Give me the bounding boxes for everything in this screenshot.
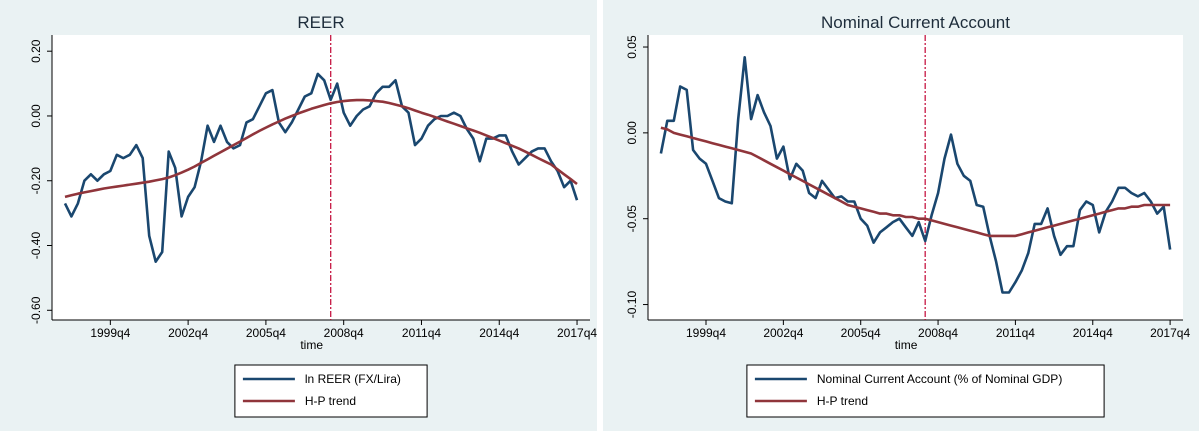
x-tick-label: 2014q4 xyxy=(1073,326,1113,340)
y-tick-label: -0.60 xyxy=(29,296,43,324)
y-tick-label: -0.20 xyxy=(29,167,43,195)
x-axis-label: time xyxy=(895,338,918,352)
legend-label: Nominal Current Account (% of Nominal GD… xyxy=(817,372,1062,386)
x-tick-label: 2014q4 xyxy=(479,326,519,340)
y-tick-label: -0.40 xyxy=(29,232,43,260)
x-tick-label: 2008q4 xyxy=(324,326,364,340)
chart-title: REER xyxy=(297,13,344,32)
x-tick-label: 1999q4 xyxy=(686,326,726,340)
legend-label: H-P trend xyxy=(817,394,868,408)
y-tick-label: 0.00 xyxy=(625,121,639,145)
x-tick-label: 2005q4 xyxy=(841,326,881,340)
x-tick-label: 2008q4 xyxy=(918,326,958,340)
legend-label: H-P trend xyxy=(305,394,356,408)
x-tick-label: 2002q4 xyxy=(168,326,208,340)
chart-title: Nominal Current Account xyxy=(821,13,1010,32)
plot-area xyxy=(648,35,1183,320)
x-tick-label: 2002q4 xyxy=(763,326,803,340)
x-axis-label: time xyxy=(300,338,323,352)
y-tick-label: 0.00 xyxy=(29,104,43,128)
x-tick-label: 2005q4 xyxy=(246,326,286,340)
y-tick-label: -0.10 xyxy=(625,291,639,319)
x-tick-label: 2011q4 xyxy=(996,326,1035,340)
x-tick-label: 1999q4 xyxy=(90,326,130,340)
y-tick-label: -0.05 xyxy=(625,205,639,233)
series-line xyxy=(660,126,1171,238)
plot-area xyxy=(52,35,590,320)
series-line xyxy=(64,98,578,199)
x-tick-label: 2017q4 xyxy=(1150,326,1190,340)
series-line xyxy=(659,56,1172,294)
legend-label: ln REER (FX/Lira) xyxy=(305,372,401,386)
legend-box xyxy=(746,364,1105,418)
x-tick-label: 2011q4 xyxy=(402,326,441,340)
y-tick-label: 0.20 xyxy=(29,39,43,63)
legend-box xyxy=(234,364,428,418)
y-tick-label: 0.05 xyxy=(625,35,639,59)
x-tick-label: 2017q4 xyxy=(557,326,597,340)
